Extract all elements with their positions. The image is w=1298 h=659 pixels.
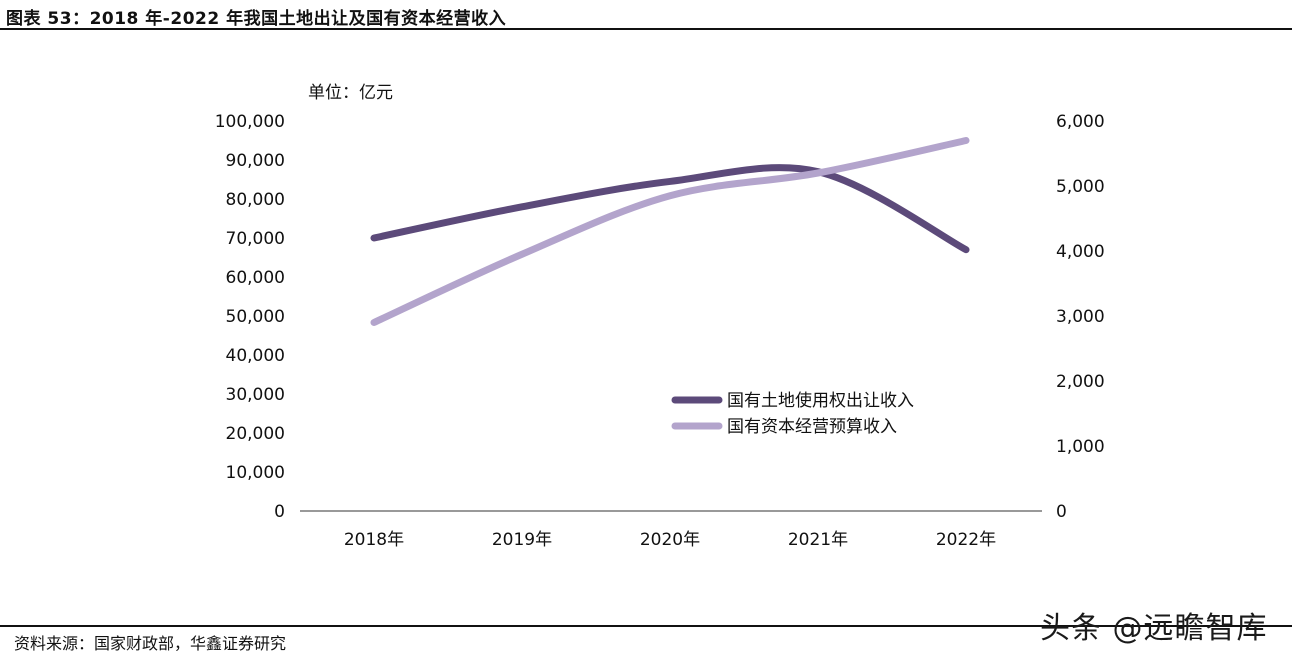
x-tick-label: 2018年 bbox=[344, 530, 404, 550]
y-left-tick-label: 60,000 bbox=[226, 268, 285, 288]
y-left-tick-label: 30,000 bbox=[226, 385, 285, 405]
chart-title: 图表 53：2018 年-2022 年我国土地出让及国有资本经营收入 bbox=[6, 9, 507, 29]
y-left-tick-label: 80,000 bbox=[226, 190, 285, 210]
y-right-tick-label: 1,000 bbox=[1056, 437, 1105, 457]
series-1-point bbox=[669, 180, 671, 182]
top-rule bbox=[0, 28, 1292, 30]
series-2-point bbox=[521, 253, 523, 255]
legend-label: 国有土地使用权出让收入 bbox=[727, 390, 914, 411]
y-left-tick-label: 20,000 bbox=[226, 424, 285, 444]
x-tick-label: 2021年 bbox=[788, 530, 848, 550]
y-right-tick-label: 0 bbox=[1056, 502, 1067, 522]
watermark: 头条 @远瞻智库 bbox=[1040, 611, 1268, 646]
x-tick-label: 2020年 bbox=[640, 530, 700, 550]
unit-label: 单位：亿元 bbox=[308, 83, 393, 103]
series-2-point bbox=[965, 140, 967, 141]
series-1-point bbox=[373, 237, 375, 239]
y-left-tick-label: 40,000 bbox=[226, 346, 285, 366]
series-line-1 bbox=[370, 164, 970, 254]
y-left-tick-label: 0 bbox=[274, 502, 285, 522]
y-left-tick-label: 100,000 bbox=[215, 112, 285, 132]
series-2-point bbox=[373, 322, 375, 323]
series-1-point bbox=[965, 249, 967, 251]
series-2-point bbox=[669, 195, 671, 197]
y-left-tick-label: 50,000 bbox=[226, 307, 285, 327]
y-right-tick-label: 4,000 bbox=[1056, 242, 1105, 262]
y-left-tick-label: 10,000 bbox=[226, 463, 285, 483]
y-left-tick-label: 70,000 bbox=[226, 229, 285, 249]
bottom-rule bbox=[0, 625, 1292, 627]
series-1-point bbox=[521, 206, 523, 208]
y-right-tick-label: 6,000 bbox=[1056, 112, 1105, 132]
series-line-2 bbox=[370, 137, 970, 326]
x-tick-label: 2022年 bbox=[936, 530, 996, 550]
y-left-tick-label: 90,000 bbox=[226, 151, 285, 171]
chart: 单位：亿元 0 10,000 20,000 30,000 40,000 50,000 60,… bbox=[215, 83, 1105, 550]
series-2-point bbox=[817, 172, 819, 174]
y-right-tick-label: 3,000 bbox=[1056, 307, 1105, 327]
x-tick-label: 2019年 bbox=[492, 530, 552, 550]
y-right-tick-label: 5,000 bbox=[1056, 177, 1105, 197]
y-right-tick-label: 2,000 bbox=[1056, 372, 1105, 392]
legend-label: 国有资本经营预算收入 bbox=[727, 417, 897, 437]
source-note: 资料来源：国家财政部，华鑫证券研究 bbox=[14, 634, 287, 653]
